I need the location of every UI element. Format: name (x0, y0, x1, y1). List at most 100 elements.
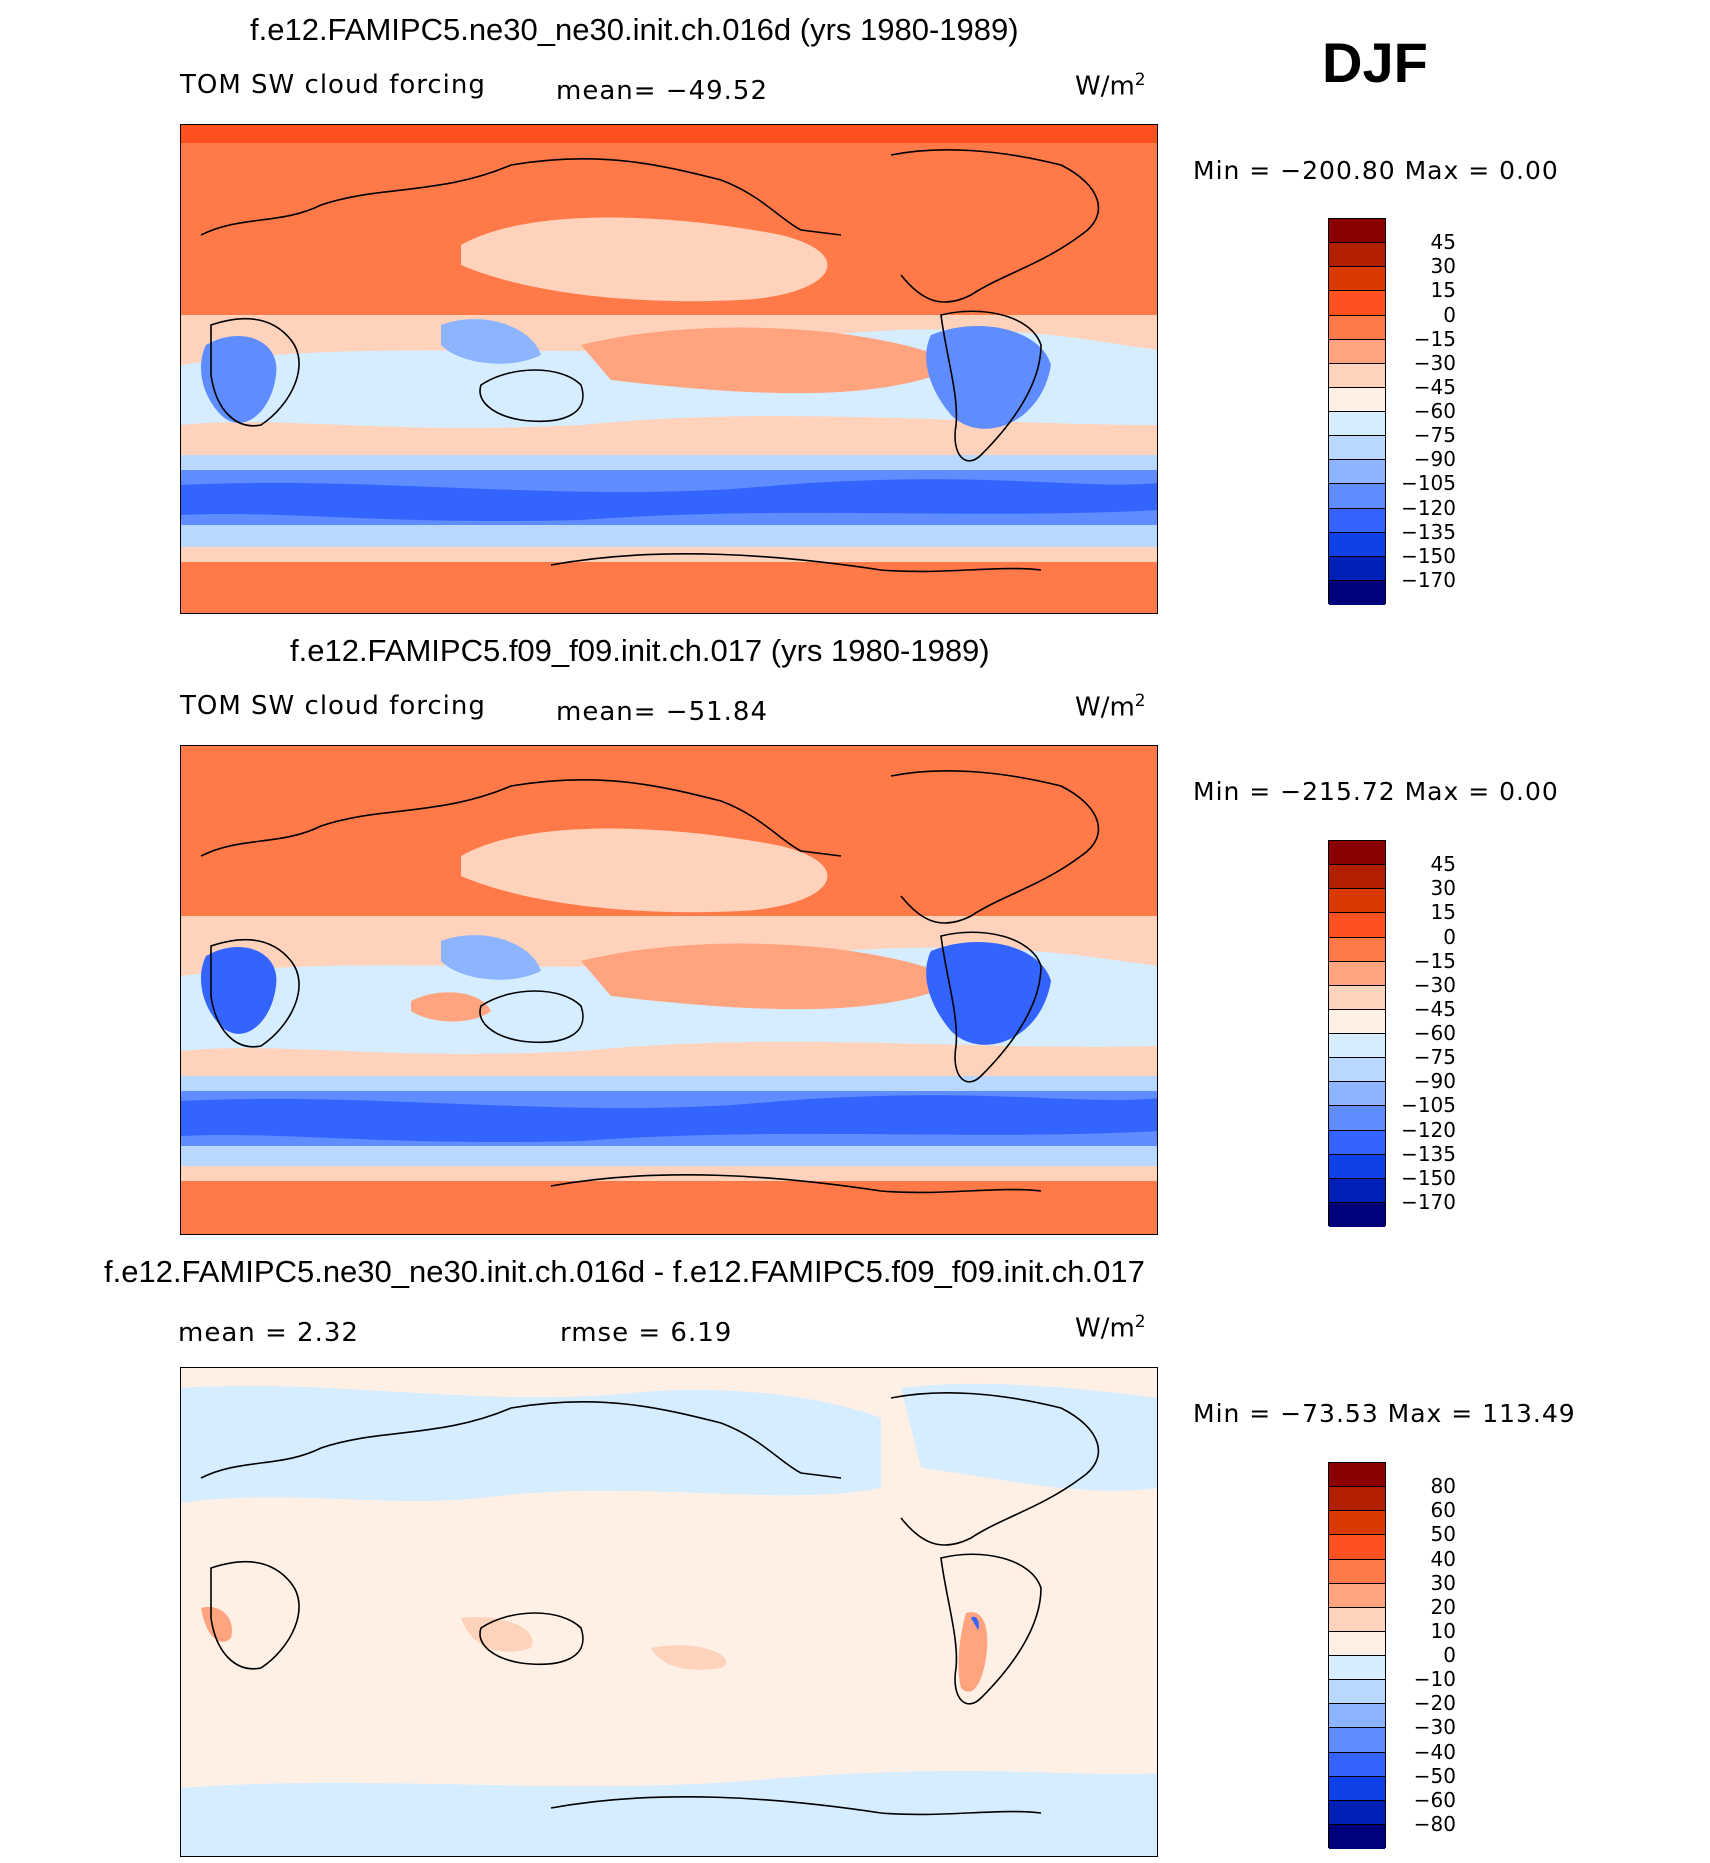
panel-3-colorbar-box (1329, 1535, 1385, 1560)
panel-3-colorbar-label: −20 (1413, 1691, 1456, 1716)
panel-3-mean-label: mean = 2.32 (178, 1318, 359, 1348)
panel-1-colorbar-label: −135 (1401, 519, 1456, 544)
panel-2-colorbar-box (1329, 1154, 1385, 1179)
panel-1-colorbar-label: −170 (1401, 567, 1456, 592)
panel-2-colorbar-box (1329, 865, 1385, 890)
panel-1-units: W/m2 (1075, 70, 1146, 102)
panel-3-colorbar-label: −40 (1413, 1739, 1456, 1764)
panel-1-colorbar-label: 45 (1430, 230, 1456, 255)
panel-3-title: f.e12.FAMIPC5.ne30_ne30.init.ch.016d - f… (104, 1254, 1145, 1289)
panel-3-colorbar-label: 0 (1443, 1643, 1456, 1667)
panel-3-colorbar-label: −50 (1413, 1763, 1456, 1788)
panel-2-variable-label: TOM SW cloud forcing (180, 691, 486, 721)
panel-2-colorbar-box (1329, 937, 1385, 962)
panel-1-colorbar-box (1329, 219, 1385, 244)
panel-3-min-max: Min = −73.53 Max = 113.49 (1193, 1399, 1576, 1428)
panel-3-colorbar-box (1329, 1728, 1385, 1753)
panel-2-map (180, 745, 1158, 1235)
panel-2-colorbar-label: 30 (1430, 876, 1456, 901)
panel-2-colorbar-box (1329, 1082, 1385, 1107)
panel-2-colorbar-box (1329, 841, 1385, 866)
panel-2-colorbar-label: 0 (1443, 924, 1456, 949)
panel-3-map (180, 1367, 1158, 1857)
panel-2-colorbar-label: −135 (1401, 1141, 1456, 1166)
panel-3-colorbar (1328, 1462, 1386, 1849)
panel-2-colorbar-box (1329, 889, 1385, 914)
panel-2-min-max: Min = −215.72 Max = 0.00 (1193, 777, 1559, 806)
panel-3-colorbar-label: 50 (1430, 1522, 1456, 1547)
panel-1-colorbar-box (1329, 363, 1385, 388)
panel-1-colorbar-box (1329, 412, 1385, 437)
panel-2-colorbar-label: −60 (1413, 1021, 1456, 1045)
panel-3-colorbar-box (1329, 1656, 1385, 1681)
panel-2-colorbar-label: −15 (1413, 948, 1456, 973)
panel-3-colorbar-box (1329, 1752, 1385, 1777)
panel-1-colorbar-box (1329, 339, 1385, 364)
panel-3-colorbar-box (1329, 1511, 1385, 1536)
panel-1-colorbar-box (1329, 508, 1385, 533)
panel-2-mean-label: mean= −51.84 (556, 697, 769, 727)
panel-3-colorbar-label: 10 (1430, 1618, 1456, 1643)
panel-1-colorbar-box (1329, 532, 1385, 557)
panel-1-colorbar-box (1329, 291, 1385, 316)
panel-3-colorbar-box (1329, 1680, 1385, 1705)
panel-3-colorbar-label: 60 (1430, 1498, 1456, 1523)
panel-1-colorbar-box (1329, 387, 1385, 412)
panel-3-rmse-label: rmse = 6.19 (560, 1318, 733, 1348)
panel-1-variable-label: TOM SW cloud forcing (180, 70, 486, 100)
panel-1-colorbar-label: −15 (1413, 326, 1456, 351)
panel-2-colorbar-box (1329, 1130, 1385, 1155)
panel-2-colorbar-box (1329, 985, 1385, 1010)
panel-2-colorbar-label: −30 (1413, 972, 1456, 997)
panel-2-colorbar-box (1329, 1034, 1385, 1059)
panel-2-colorbar-box (1329, 1202, 1385, 1227)
panel-2-colorbar-box (1329, 961, 1385, 986)
panel-2-colorbar-box (1329, 1058, 1385, 1083)
panel-1-colorbar-box (1329, 556, 1385, 581)
panel-1-colorbar-label: −150 (1401, 543, 1456, 568)
season-label: DJF (1322, 31, 1428, 94)
panel-1-colorbar-label: −30 (1413, 350, 1456, 375)
panel-3-colorbar-label: −10 (1413, 1667, 1456, 1692)
panel-2-colorbar-label: −45 (1413, 996, 1456, 1021)
panel-1-colorbar-label: 15 (1430, 278, 1456, 303)
panel-2-colorbar-label: 45 (1430, 852, 1456, 877)
panel-3-colorbar-box (1329, 1704, 1385, 1729)
panel-3-colorbar-label: 40 (1430, 1546, 1456, 1571)
panel-3-colorbar-box (1329, 1583, 1385, 1608)
panel-3-map-field (181, 1368, 1157, 1856)
panel-2-colorbar (1328, 840, 1386, 1227)
panel-3-colorbar-box (1329, 1824, 1385, 1849)
panel-2-colorbar-label: −120 (1401, 1117, 1456, 1142)
panel-3-colorbar-box (1329, 1559, 1385, 1584)
panel-2-colorbar-box (1329, 1009, 1385, 1034)
panel-3-colorbar-box (1329, 1631, 1385, 1656)
panel-3-units: W/m2 (1075, 1312, 1146, 1344)
panel-1-colorbar-label: −90 (1413, 447, 1456, 472)
panel-2-colorbar-label: −150 (1401, 1165, 1456, 1190)
panel-3-colorbar-label: 80 (1430, 1474, 1456, 1499)
panel-3-colorbar-box (1329, 1463, 1385, 1488)
panel-3-colorbar-box (1329, 1607, 1385, 1632)
panel-3-colorbar-label: −80 (1413, 1811, 1456, 1836)
panel-2-colorbar-label: −105 (1401, 1093, 1456, 1118)
panel-1-colorbar-label: −45 (1413, 374, 1456, 399)
panel-2-colorbar-box (1329, 913, 1385, 938)
panel-3-colorbar-label: 20 (1430, 1594, 1456, 1619)
panel-2-colorbar-label: −75 (1413, 1045, 1456, 1070)
panel-1-title: f.e12.FAMIPC5.ne30_ne30.init.ch.016d (yr… (250, 12, 1019, 47)
panel-3-colorbar-label: 30 (1430, 1570, 1456, 1595)
panel-2-colorbar-box (1329, 1178, 1385, 1203)
panel-1-colorbar-box (1329, 243, 1385, 268)
panel-1-colorbar-box (1329, 315, 1385, 340)
panel-1-map (180, 124, 1158, 614)
panel-3-colorbar-label: −30 (1413, 1715, 1456, 1740)
panel-2-colorbar-label: 15 (1430, 900, 1456, 925)
panel-1-colorbar-label: 30 (1430, 254, 1456, 279)
panel-1-colorbar-label: −120 (1401, 495, 1456, 520)
panel-1-colorbar-box (1329, 436, 1385, 461)
panel-1-mean-label: mean= −49.52 (556, 76, 769, 106)
panel-2-colorbar-box (1329, 1106, 1385, 1131)
panel-2-map-field (181, 746, 1157, 1234)
panel-1-colorbar-box (1329, 484, 1385, 509)
